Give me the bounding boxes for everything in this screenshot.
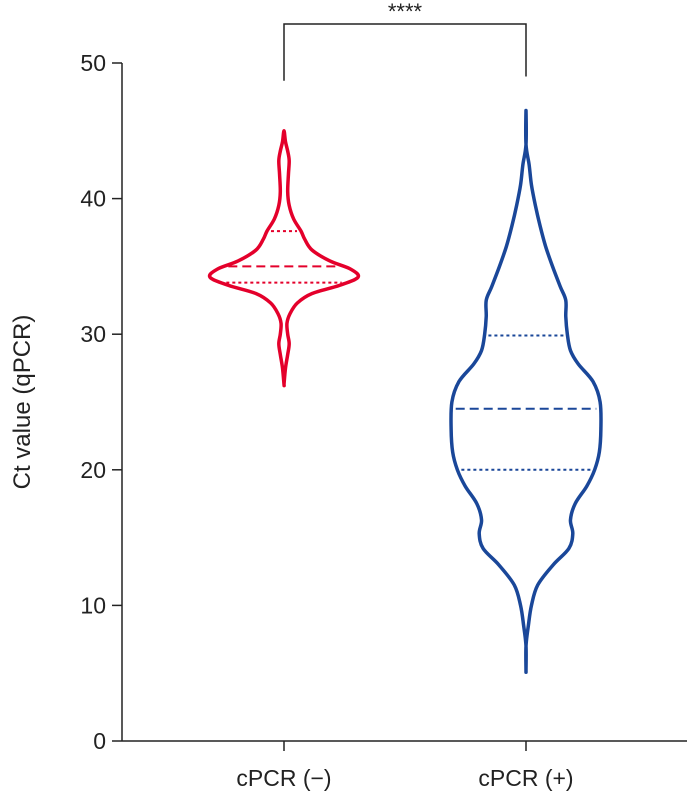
axes: 0 10 20 30 40 50 cPCR (−) cPCR (+) <box>80 50 687 791</box>
violins <box>207 108 603 675</box>
x-tick-label: cPCR (+) <box>478 765 573 791</box>
y-tick-label: 50 <box>80 50 106 76</box>
y-tick-label: 0 <box>93 728 106 754</box>
annotations: **** <box>283 0 527 81</box>
y-tick-label: 40 <box>80 186 106 212</box>
significance-label: **** <box>388 0 423 24</box>
violin-outline <box>449 108 603 675</box>
y-tick-label: 20 <box>80 457 106 483</box>
y-axis-title: Ct value (qPCR) <box>9 315 36 490</box>
violin-2 <box>449 108 603 675</box>
x-tick-label: cPCR (−) <box>236 765 331 791</box>
violin-outline <box>207 129 361 388</box>
y-tick-label: 10 <box>80 592 106 618</box>
significance-bracket <box>283 23 527 81</box>
violin-1 <box>207 129 361 388</box>
y-tick-label: 30 <box>80 321 106 347</box>
